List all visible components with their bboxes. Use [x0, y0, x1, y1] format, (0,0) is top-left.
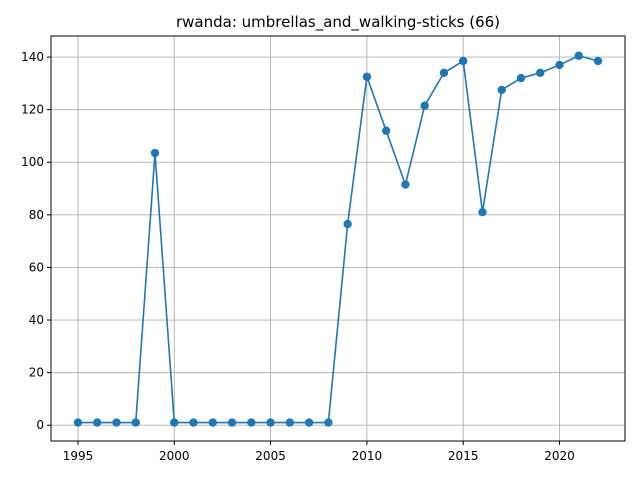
data-point [73, 418, 83, 427]
data-point [131, 418, 140, 427]
data-point [516, 73, 526, 83]
x-tick-label: 2010 [352, 449, 383, 463]
data-point [555, 60, 564, 70]
plot-frame [50, 35, 626, 442]
y-tick-label: 20 [29, 366, 44, 380]
data-point [536, 68, 545, 78]
axis-layer: 1995 2000 2005 2010 2015 2020 0 20 40 60 80 100 120 1… [21, 50, 575, 463]
data-point [150, 148, 160, 158]
data-point [420, 101, 429, 110]
y-tick-label: 120 [21, 103, 44, 117]
data-point [593, 56, 603, 66]
x-tick-label: 2015 [448, 449, 479, 463]
data-point [497, 85, 506, 95]
x-tick-label: 1995 [63, 449, 94, 463]
data-point [401, 180, 410, 189]
x-tick-label: 2020 [544, 449, 575, 463]
data-point [478, 208, 487, 217]
grid-layer [51, 36, 625, 441]
chart-title: rwanda: umbrellas_and_walking-sticks (66… [176, 13, 500, 32]
data-point [381, 126, 391, 135]
data-point [247, 418, 256, 427]
data-point [170, 418, 179, 427]
x-tick-label: 2000 [159, 449, 190, 463]
data-point [324, 418, 333, 427]
data-point [112, 418, 121, 427]
data-point [439, 68, 449, 78]
data-point [574, 51, 583, 60]
data-point [285, 418, 295, 427]
data-point [227, 418, 237, 427]
y-tick-label: 80 [29, 208, 44, 222]
y-tick-label: 0 [36, 418, 44, 432]
series-layer [73, 51, 603, 427]
data-point [189, 418, 198, 427]
data-point [93, 418, 102, 427]
x-tick-label: 2005 [255, 449, 286, 463]
data-point [208, 418, 217, 427]
data-point [304, 418, 314, 427]
series-line [77, 54, 599, 424]
y-tick-label: 40 [29, 313, 44, 327]
data-point [362, 72, 372, 81]
y-tick-label: 100 [21, 155, 44, 169]
y-tick-label: 140 [21, 50, 44, 64]
data-point [343, 219, 352, 229]
y-tick-label: 60 [29, 260, 44, 274]
data-point [459, 56, 468, 66]
data-point [266, 418, 275, 427]
